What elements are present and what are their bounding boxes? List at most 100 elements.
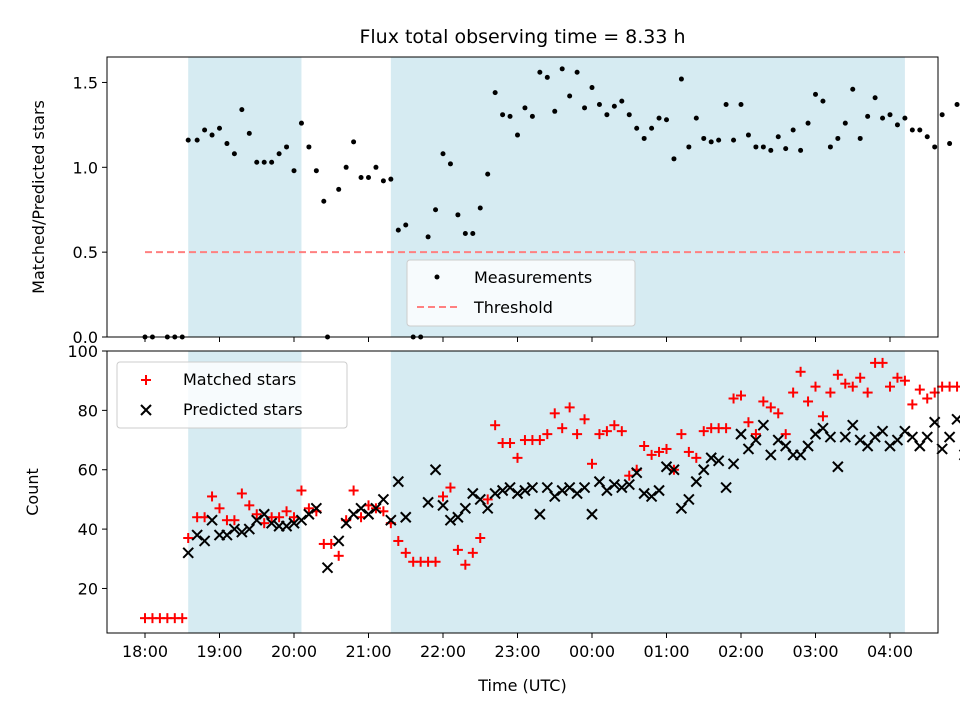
predicted-star-point	[899, 425, 911, 437]
measurement-point	[865, 113, 871, 119]
predicted-star-point	[906, 431, 919, 443]
predicted-star-point	[593, 475, 606, 488]
measurement-point	[291, 168, 297, 174]
measurement-point	[582, 105, 588, 111]
measurement-point	[701, 135, 707, 141]
predicted-star-point	[251, 514, 263, 526]
predicted-star-point	[794, 449, 807, 461]
predicted-star-point	[817, 422, 829, 434]
measurement-point	[798, 147, 804, 153]
measurement-point	[947, 141, 953, 147]
predicted-star-point	[802, 440, 814, 452]
measurement-point	[850, 86, 856, 92]
predicted-star-point	[303, 508, 315, 520]
y-tick-label: 100	[67, 342, 98, 361]
matched-star-point	[885, 381, 895, 392]
matched-star-point	[542, 429, 553, 440]
measurement-point	[813, 91, 818, 97]
predicted-star-point	[258, 508, 270, 520]
x-tick-label: 19:00	[196, 642, 242, 661]
matched-star-point	[825, 387, 836, 398]
measurement-point	[708, 139, 714, 145]
measurement-point	[537, 69, 543, 75]
predicted-star-point	[437, 499, 449, 512]
matched-star-point	[817, 411, 828, 422]
measurement-point	[529, 113, 535, 119]
y-tick-label: 0.0	[73, 328, 98, 347]
y-tick-label: 1.0	[73, 158, 98, 177]
measurement-point	[313, 168, 319, 174]
predicted-star-point	[191, 529, 203, 541]
measurement-point	[842, 120, 848, 126]
matched-star-point	[557, 423, 568, 434]
legend-label-threshold: Threshold	[473, 298, 553, 317]
matched-star-point	[765, 402, 776, 413]
predicted-star-point	[385, 514, 397, 526]
measurement-point	[820, 98, 826, 104]
measurement-point	[185, 137, 191, 143]
measurement-point	[336, 186, 342, 192]
measurement-point	[909, 127, 915, 133]
measurement-point	[507, 113, 513, 119]
measurement-point	[306, 144, 312, 150]
matched-star-point	[609, 420, 620, 431]
legend-marker-matched	[141, 375, 151, 385]
legend-label-matched: Matched stars	[183, 370, 296, 389]
matched-star-point	[549, 408, 560, 419]
predicted-star-point	[914, 440, 926, 452]
matched-star-point	[475, 533, 486, 544]
measurement-point	[768, 147, 774, 153]
matched-star-point	[654, 446, 665, 457]
predicted-star-point	[735, 428, 747, 440]
y-tick-label: 40	[78, 520, 98, 539]
matched-star-point	[773, 408, 784, 419]
predicted-star-point	[310, 502, 323, 515]
matched-star-point	[691, 452, 702, 463]
measurement-point	[954, 102, 960, 108]
predicted-star-point	[601, 484, 613, 497]
predicted-star-point	[578, 481, 591, 494]
matched-star-point	[572, 429, 583, 440]
predicted-star-point	[586, 508, 598, 520]
matched-star-point	[177, 613, 188, 624]
matched-star-point	[393, 535, 404, 546]
measurement-point	[723, 102, 729, 108]
matched-star-point	[877, 357, 888, 368]
matched-star-point	[862, 387, 873, 398]
measurement-point	[574, 69, 580, 75]
measurement-point	[246, 130, 252, 136]
predicted-star-point	[519, 484, 531, 497]
measurement-point	[239, 107, 245, 113]
measurement-point	[276, 151, 282, 157]
matched-star-point	[579, 414, 590, 425]
measurement-point	[589, 85, 595, 91]
predicted-star-point	[824, 431, 837, 443]
predicted-star-point	[504, 481, 516, 494]
y-tick-label: 1.5	[73, 73, 98, 92]
predicted-star-point	[608, 478, 621, 491]
predicted-star-point	[854, 434, 866, 446]
matched-star-point	[482, 494, 493, 505]
matched-star-point	[348, 485, 359, 496]
measurement-point	[664, 117, 669, 123]
predicted-star-point	[772, 434, 784, 446]
predicted-star-point	[616, 481, 628, 494]
measurement-point	[470, 230, 476, 236]
legend-label-measurements: Measurements	[474, 268, 592, 287]
measurement-point	[596, 102, 602, 108]
measurement-point	[716, 137, 722, 143]
x-tick-label: 00:00	[569, 642, 615, 661]
matched-star-point	[840, 378, 851, 389]
measurement-point	[604, 112, 610, 118]
predicted-star-point	[288, 517, 300, 529]
matched-star-point	[251, 509, 262, 520]
predicted-star-point	[377, 493, 390, 506]
measurement-point	[440, 151, 446, 157]
x-tick-label: 02:00	[718, 642, 764, 661]
matched-star-point	[505, 438, 516, 449]
predicted-star-points	[182, 413, 960, 574]
predicted-star-point	[698, 464, 710, 476]
predicted-star-point	[489, 487, 501, 500]
predicted-star-point	[861, 440, 874, 452]
predicted-star-point	[943, 431, 956, 443]
